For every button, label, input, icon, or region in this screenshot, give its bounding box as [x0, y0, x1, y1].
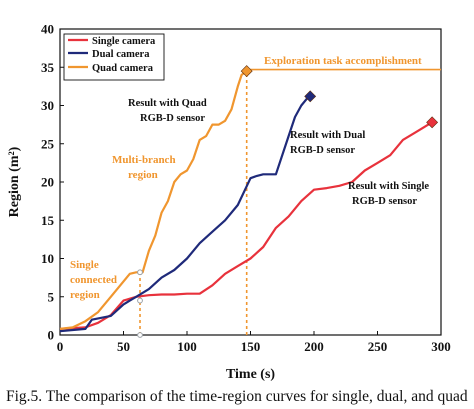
y-tick-label: 0 [48, 328, 55, 343]
series-end-marker [426, 116, 439, 129]
point-marker [137, 332, 143, 338]
chart-annotation: Result with Dual [290, 130, 365, 141]
y-tick-label: 10 [41, 251, 54, 266]
legend-entry: Quad camera [92, 63, 154, 74]
series-end-marker [304, 90, 317, 103]
y-tick-label: 5 [48, 289, 55, 304]
legend-box [63, 33, 165, 81]
point-marker [137, 269, 143, 276]
x-axis-ticks: 0 50 100 150 200 250 300 [57, 331, 451, 354]
series-lines [59, 70, 433, 333]
series-end-marker [240, 65, 253, 77]
y-tick-label: 40 [41, 22, 54, 37]
chart-annotation: Result with Quad [128, 98, 207, 109]
legend-entry: Single camera [92, 36, 156, 47]
point-marker [137, 297, 143, 304]
chart-annotation: Result with Single [348, 181, 429, 192]
series-line-dual-camera [59, 95, 311, 333]
x-axis-label: Time (s) [226, 367, 275, 382]
series-line-quad-camera [59, 70, 248, 330]
y-tick-label: 35 [41, 60, 55, 75]
y-axis-label: Region (m²) [7, 146, 22, 217]
x-tick-label: 100 [177, 339, 197, 354]
y-tick-label: 30 [41, 98, 54, 113]
chart-annotation: RGB-D sensor [352, 196, 417, 207]
x-tick-label: 150 [241, 339, 261, 354]
chart-annotation: RGB-D sensor [140, 113, 205, 124]
x-tick-label: 250 [368, 339, 388, 354]
x-tick-label: 200 [304, 339, 324, 354]
chart-annotation: RGB-D sensor [290, 145, 355, 156]
annotations: Exploration task accomplishment Result wi… [70, 55, 429, 301]
x-tick-label: 50 [117, 339, 130, 354]
y-tick-label: 15 [41, 213, 55, 228]
chart-annotation: Multi-branch [112, 154, 176, 166]
legend-entry: Dual camera [92, 49, 150, 60]
y-tick-label: 20 [41, 175, 54, 190]
chart-annotation: Single [70, 259, 99, 271]
chart-annotation: region [128, 169, 158, 181]
x-tick-label: 0 [57, 339, 64, 354]
x-tick-label: 300 [431, 339, 451, 354]
y-tick-label: 25 [41, 136, 55, 151]
chart-annotation: Exploration task accomplishment [264, 55, 422, 67]
markers [137, 65, 439, 338]
legend: Single camera Dual camera Quad camera [63, 33, 165, 81]
figure-caption: Fig.5. The comparison of the time-region… [6, 388, 468, 405]
y-axis-ticks: 0 5 10 15 20 25 30 35 40 [41, 22, 64, 343]
reference-lines [139, 68, 441, 335]
chart-annotation: connected [70, 274, 117, 286]
chart-annotation: region [70, 289, 100, 301]
